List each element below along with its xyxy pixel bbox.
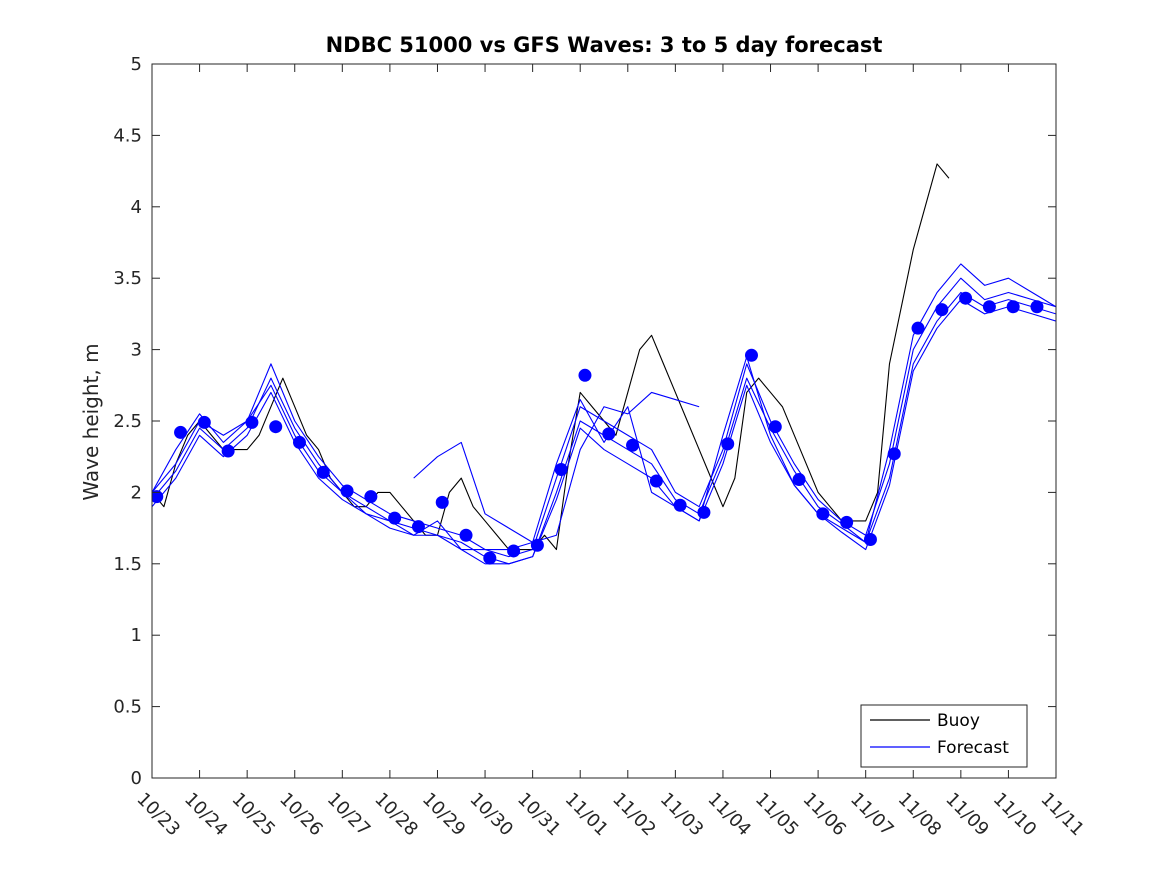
forecast-marker bbox=[673, 498, 687, 512]
forecast-marker bbox=[292, 435, 306, 449]
forecast-marker bbox=[1030, 300, 1044, 314]
forecast-marker bbox=[863, 533, 877, 547]
forecast-marker bbox=[816, 507, 830, 521]
y-tick-label: 5 bbox=[131, 54, 142, 75]
forecast-marker bbox=[911, 321, 925, 335]
y-tick-label: 0 bbox=[131, 768, 142, 789]
forecast-marker bbox=[887, 447, 901, 461]
plot-area bbox=[152, 64, 1056, 778]
forecast-marker bbox=[245, 415, 259, 429]
forecast-marker bbox=[316, 465, 330, 479]
forecast-marker bbox=[744, 348, 758, 362]
y-tick-label: 4.5 bbox=[113, 125, 142, 146]
forecast-marker bbox=[340, 484, 354, 498]
forecast-marker bbox=[959, 291, 973, 305]
forecast-series-line-1 bbox=[152, 277, 1056, 558]
forecast-marker bbox=[935, 303, 949, 317]
forecast-marker bbox=[578, 368, 592, 382]
buoy-series-line bbox=[152, 163, 950, 551]
forecast-marker bbox=[152, 490, 164, 504]
y-axis-label: Wave height, m bbox=[79, 343, 103, 500]
forecast-marker bbox=[483, 551, 497, 565]
forecast-marker bbox=[649, 474, 663, 488]
y-tick-label: 2.5 bbox=[113, 411, 142, 432]
legend-box bbox=[860, 704, 1028, 768]
forecast-series-line-4 bbox=[152, 299, 1056, 565]
forecast-marker bbox=[269, 420, 283, 434]
forecast-series-line-5 bbox=[413, 391, 700, 543]
forecast-marker bbox=[459, 528, 473, 542]
forecast-marker bbox=[388, 511, 402, 525]
forecast-marker bbox=[554, 463, 568, 477]
y-tick-label: 2 bbox=[131, 482, 142, 503]
forecast-marker bbox=[626, 438, 640, 452]
forecast-marker bbox=[221, 444, 235, 458]
plot-series-group bbox=[152, 163, 1056, 565]
legend-buoy-label: Buoy bbox=[937, 711, 980, 731]
forecast-marker bbox=[435, 495, 449, 509]
forecast-marker bbox=[697, 505, 711, 519]
y-tick-label: 3 bbox=[131, 340, 142, 361]
forecast-marker bbox=[840, 515, 854, 529]
forecast-marker bbox=[982, 300, 996, 314]
y-tick-label: 4 bbox=[131, 197, 142, 218]
forecast-marker bbox=[174, 425, 188, 439]
forecast-marker bbox=[530, 538, 544, 552]
y-tick-label: 0.5 bbox=[113, 697, 142, 718]
forecast-marker bbox=[768, 420, 782, 434]
forecast-marker bbox=[364, 490, 378, 504]
chart-title: NDBC 51000 vs GFS Waves: 3 to 5 day fore… bbox=[326, 33, 883, 57]
forecast-marker bbox=[602, 427, 616, 441]
forecast-marker bbox=[197, 415, 211, 429]
y-tick-label: 3.5 bbox=[113, 268, 142, 289]
legend: Buoy Forecast bbox=[860, 704, 1028, 768]
y-tick-label: 1 bbox=[131, 625, 142, 646]
forecast-marker bbox=[721, 437, 735, 451]
y-tick-label: 1.5 bbox=[113, 554, 142, 575]
forecast-marker bbox=[507, 544, 521, 558]
forecast-marker bbox=[1006, 300, 1020, 314]
legend-forecast-label: Forecast bbox=[937, 738, 1009, 758]
forecast-marker bbox=[411, 520, 425, 534]
forecast-marker bbox=[792, 473, 806, 487]
